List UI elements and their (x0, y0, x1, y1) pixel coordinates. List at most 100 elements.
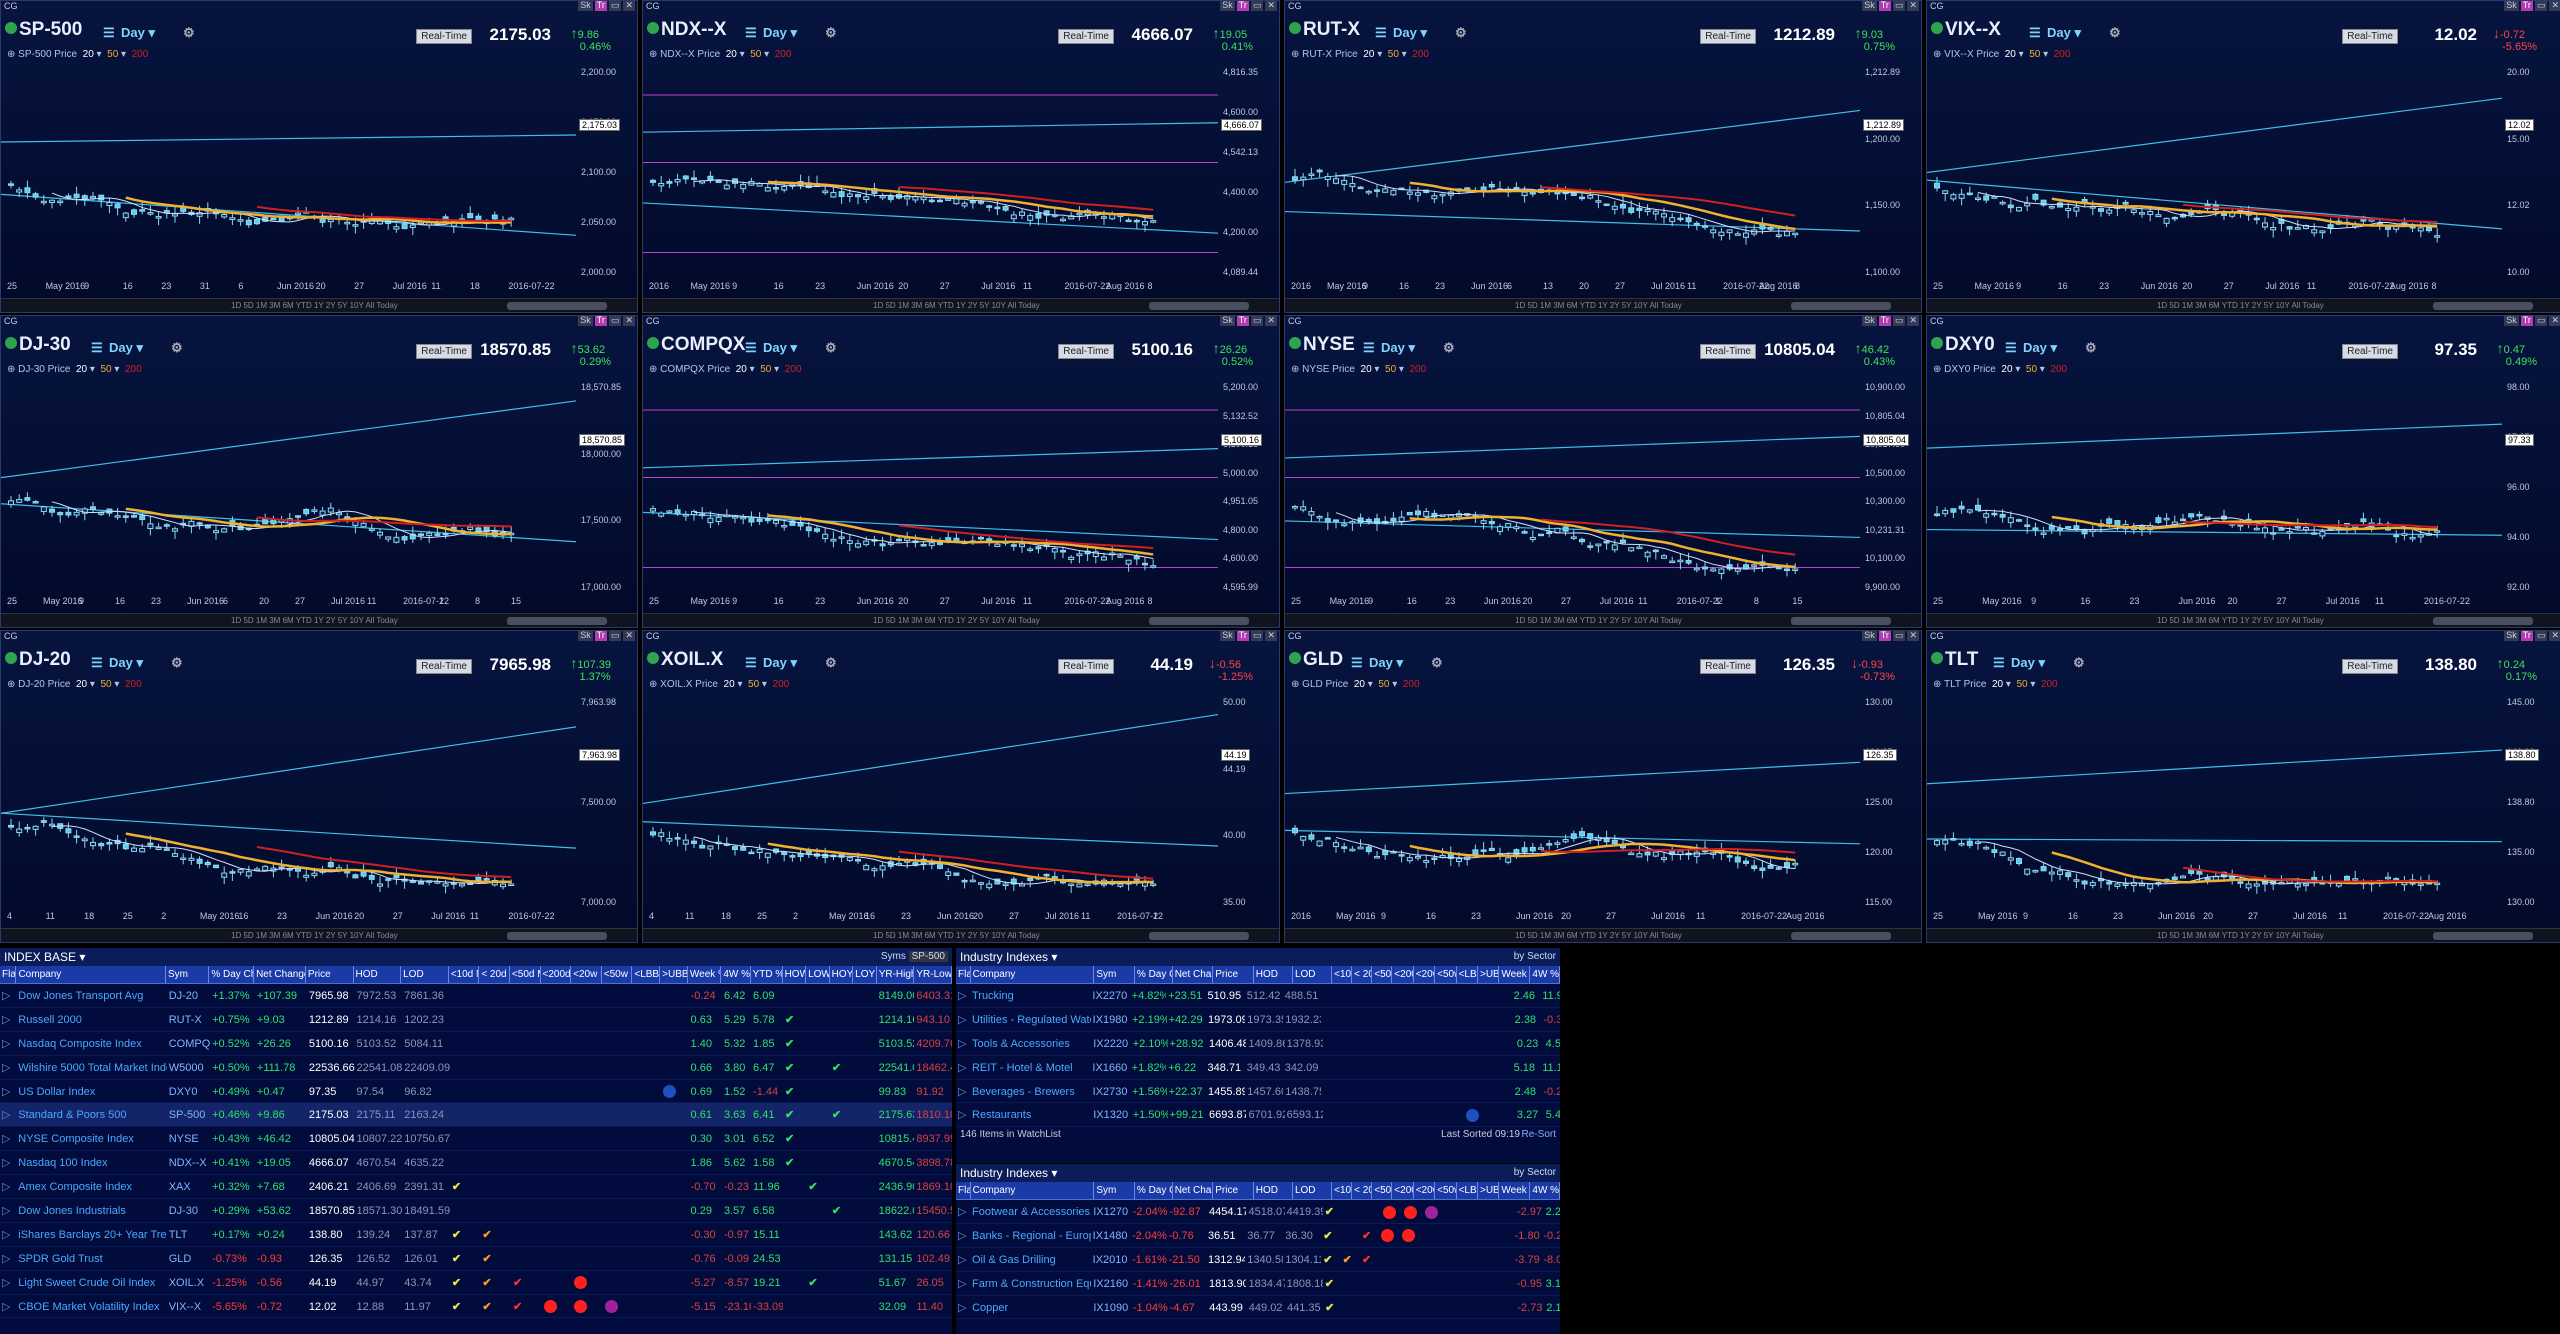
chart-scrollbar[interactable] (1791, 932, 1891, 940)
watchlist-row[interactable]: ▷ Beverages - Brewers IX2730 +1.56% +22.37 14… (956, 1080, 1560, 1104)
column-header[interactable]: Net Change (254, 966, 306, 983)
watchlist-row[interactable]: ▷ US Dollar Index DXY0 +0.49% +0.47 97.35 97.5… (0, 1080, 952, 1104)
symbol-label[interactable]: COMPQX (661, 334, 746, 355)
column-header[interactable]: <200d (1392, 1182, 1414, 1199)
panel-menu[interactable]: CG (4, 631, 18, 641)
link-button[interactable]: Sk (578, 315, 593, 326)
column-header[interactable]: Price (1213, 966, 1254, 983)
symbol-label[interactable]: VIX--X (1945, 19, 2001, 40)
realtime-button[interactable]: Real-Time (416, 29, 472, 44)
column-header[interactable]: <50d MA (510, 966, 541, 983)
column-header[interactable]: <50d (1372, 966, 1393, 983)
by-sector-control[interactable]: by Sector (1513, 951, 1556, 962)
link-button[interactable]: Sk (578, 0, 593, 11)
trade-button[interactable]: Tr (594, 0, 607, 11)
row-flag-icon[interactable]: ▷ (2, 1300, 11, 1313)
column-header[interactable]: LOD (1293, 1182, 1333, 1199)
settings-icon[interactable]: ⚙ (171, 655, 183, 670)
column-header[interactable]: Sym (166, 966, 210, 983)
row-flag-icon[interactable]: ▷ (958, 1013, 967, 1026)
period-select[interactable]: Day ▾ (121, 25, 155, 40)
chart-scrollbar[interactable] (507, 302, 607, 310)
watchlist-row[interactable]: ▷ Banks - Regional - Europe IX1480 -2.04% -0… (956, 1224, 1560, 1248)
link-button[interactable]: Sk (1220, 630, 1235, 641)
period-select[interactable]: Day ▾ (2023, 340, 2057, 355)
watchlist-row[interactable]: ▷ Oil & Gas Drilling IX2010 -1.61% -21.50 131… (956, 1248, 1560, 1272)
price-plot[interactable] (1, 374, 638, 594)
column-header[interactable]: HOD (1254, 966, 1293, 983)
row-flag-icon[interactable]: ▷ (958, 1301, 967, 1314)
maximize-icon[interactable]: ▭ (1892, 315, 1906, 326)
column-header[interactable]: <10d MA (449, 966, 480, 983)
watchlist-row[interactable]: ▷Nasdaq Composite IndexCOMPQX+0.52%+26.2… (0, 1032, 952, 1056)
period-select[interactable]: Day ▾ (1369, 655, 1403, 670)
period-select[interactable]: Day ▾ (109, 340, 143, 355)
column-header[interactable]: >UBB (1478, 966, 1500, 983)
resort-link[interactable]: Re-Sort (1521, 1129, 1556, 1141)
watchlist-row[interactable]: ▷ Nasdaq 100 Index NDX--X +0.41% +19.05 4666.… (0, 1151, 952, 1176)
column-header[interactable]: < 20d (1352, 1182, 1373, 1199)
realtime-button[interactable]: Real-Time (1058, 344, 1114, 359)
row-flag-icon[interactable]: ▷ (2, 1061, 11, 1074)
symbol-label[interactable]: GLD (1303, 649, 1344, 670)
symbol-label[interactable]: RUT-X (1303, 19, 1360, 40)
link-button[interactable]: Sk (1862, 0, 1877, 11)
column-header[interactable]: 4W % CHG (1530, 1182, 1560, 1199)
column-header[interactable]: <200d MA (541, 966, 572, 983)
column-header[interactable]: <20w (1414, 966, 1436, 983)
price-plot[interactable] (1, 689, 638, 909)
settings-icon[interactable]: ⚙ (825, 655, 837, 670)
realtime-button[interactable]: Real-Time (1700, 659, 1756, 674)
trade-button[interactable]: Tr (2520, 315, 2533, 326)
panel-menu[interactable]: CG (646, 1, 660, 11)
column-header[interactable]: YR-Low (914, 966, 952, 983)
column-header[interactable]: Net Change (1173, 966, 1214, 983)
trade-button[interactable]: Tr (1236, 315, 1249, 326)
realtime-button[interactable]: Real-Time (416, 344, 472, 359)
chart-scrollbar[interactable] (1791, 617, 1891, 625)
column-header[interactable]: < 20d (1352, 966, 1373, 983)
column-header[interactable]: <50w (1435, 966, 1457, 983)
column-header[interactable]: HOD (1254, 1182, 1293, 1199)
column-header[interactable]: Week % CHG (1499, 1182, 1531, 1199)
column-header[interactable]: Sym (1094, 966, 1135, 983)
link-button[interactable]: Sk (1862, 630, 1877, 641)
symbol-label[interactable]: TLT (1945, 649, 1979, 670)
watchlist-row[interactable]: ▷ REIT - Hotel & Motel IX1660 +1.82% +6.22 34… (956, 1056, 1560, 1080)
column-header[interactable]: LOD (1293, 966, 1333, 983)
watchlist-row[interactable]: ▷ Footwear & Accessories IX1270 -2.04% -92.8… (956, 1200, 1560, 1224)
column-header[interactable]: Company (971, 966, 1095, 983)
watchlist-row[interactable]: ▷ Restaurants IX1320 +1.50% +99.21 6693.87 670… (956, 1103, 1560, 1128)
column-header[interactable]: <10d (1332, 1182, 1353, 1199)
timeframe-buttons[interactable]: 1D 5D 1M 3M 6M YTD 1Y 2Y 5Y 10Y All Toda… (873, 301, 1040, 310)
chart-scrollbar[interactable] (1149, 617, 1249, 625)
chart-scrollbar[interactable] (2433, 302, 2533, 310)
symbol-label[interactable]: DJ-20 (19, 649, 71, 670)
watchlist-row[interactable]: ▷ Copper IX1090 -1.04% -4.67 443.99 449.02 441.… (956, 1296, 1560, 1320)
close-icon[interactable]: ✕ (1907, 0, 1919, 11)
period-select[interactable]: Day ▾ (763, 655, 797, 670)
symbol-label[interactable]: SP-500 (19, 19, 83, 40)
maximize-icon[interactable]: ▭ (2534, 315, 2548, 326)
panel-menu[interactable]: CG (1930, 316, 1944, 326)
column-header[interactable]: <LBB (1457, 966, 1478, 983)
trade-button[interactable]: Tr (1878, 315, 1891, 326)
trade-button[interactable]: Tr (2520, 630, 2533, 641)
maximize-icon[interactable]: ▭ (1892, 630, 1906, 641)
column-header[interactable]: LOD (401, 966, 449, 983)
timeframe-buttons[interactable]: 1D 5D 1M 3M 6M YTD 1Y 2Y 5Y 10Y All Toda… (2157, 616, 2324, 625)
link-button[interactable]: Sk (1862, 315, 1877, 326)
list-icon[interactable]: ☰ (1363, 340, 1375, 355)
list-icon[interactable]: ☰ (745, 25, 757, 40)
trade-button[interactable]: Tr (594, 630, 607, 641)
row-flag-icon[interactable]: ▷ (2, 1085, 11, 1098)
chart-scrollbar[interactable] (1149, 302, 1249, 310)
watchlist-row[interactable]: ▷ CBOE Market Volatility Index VIX--X -5.65… (0, 1295, 952, 1319)
row-flag-icon[interactable]: ▷ (958, 1229, 967, 1242)
link-button[interactable]: Sk (578, 630, 593, 641)
row-flag-icon[interactable]: ▷ (958, 1061, 967, 1074)
maximize-icon[interactable]: ▭ (608, 0, 622, 11)
column-header[interactable]: <LBB (1457, 1182, 1478, 1199)
realtime-button[interactable]: Real-Time (1700, 344, 1756, 359)
close-icon[interactable]: ✕ (1265, 0, 1277, 11)
